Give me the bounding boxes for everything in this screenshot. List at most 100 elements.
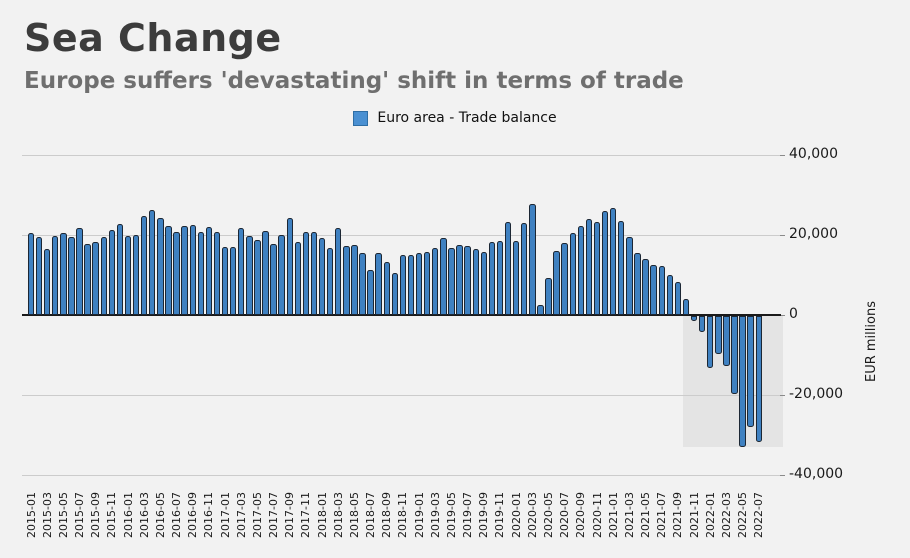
y-axis-title: EUR millions <box>864 301 879 382</box>
bar-2015-11 <box>108 229 116 315</box>
bar-2016-07 <box>173 231 180 315</box>
bar-2017-11 <box>302 231 310 315</box>
bar-2022-04 <box>731 316 738 394</box>
bar-2017-04 <box>246 235 253 315</box>
bar-2015-09 <box>92 241 99 315</box>
bar-2020-01 <box>512 240 520 315</box>
bar-2020-08 <box>569 233 576 315</box>
x-tick-label: 2020-03 <box>525 492 539 538</box>
x-tick-label: 2017-07 <box>267 492 281 538</box>
x-tick-label: 2017-03 <box>234 492 248 538</box>
bar-2019-07 <box>464 245 471 315</box>
bar-2021-02 <box>618 221 625 315</box>
x-tick-label: 2017-09 <box>283 492 297 538</box>
x-tick-label: 2021-09 <box>671 492 685 538</box>
x-tick-label: 2022-05 <box>736 492 750 538</box>
x-tick-label: 2015-01 <box>24 492 38 538</box>
bar-2016-02 <box>132 235 140 315</box>
bar-2022-01 <box>707 316 714 368</box>
bar-2016-08 <box>181 225 188 315</box>
bar-2018-06 <box>359 253 366 315</box>
x-tick-label: 2020-05 <box>542 492 555 538</box>
bar-2017-01 <box>221 247 229 315</box>
bar-2019-09 <box>480 252 487 315</box>
x-tick-label: 2022-01 <box>703 492 717 538</box>
bar-2019-05 <box>448 247 455 315</box>
bar-2020-12 <box>601 211 609 315</box>
bar-2019-02 <box>424 251 431 315</box>
x-tick-label: 2019-03 <box>428 492 442 538</box>
legend-swatch-icon <box>353 110 369 126</box>
bar-2018-01 <box>318 238 326 315</box>
bar-2019-06 <box>456 245 463 315</box>
x-tick-label: 2015-11 <box>105 492 119 538</box>
legend: Euro area - Trade balance <box>0 110 910 126</box>
bar-2019-04 <box>440 238 447 315</box>
bar-2017-12 <box>310 232 318 315</box>
bar-2015-06 <box>68 237 75 315</box>
x-tick-label: 2016-09 <box>186 492 200 538</box>
x-tick-label: 2015-05 <box>56 492 70 538</box>
x-tick-label: 2018-03 <box>331 492 345 538</box>
x-tick-label: 2019-07 <box>461 492 475 538</box>
x-tick-label: 2016-07 <box>170 492 184 538</box>
bar-2020-02 <box>521 222 528 315</box>
x-tick-label: 2021-11 <box>687 492 701 538</box>
bar-2020-05 <box>545 278 552 315</box>
bar-2021-06 <box>650 265 657 315</box>
bar-2017-07 <box>270 243 277 315</box>
bar-2021-03 <box>626 237 633 315</box>
bar-2021-01 <box>609 207 617 315</box>
bar-2018-10 <box>391 273 399 315</box>
x-tick-label: 2022-07 <box>752 492 766 538</box>
bar-2021-08 <box>666 275 673 315</box>
bar-2019-01 <box>415 253 423 315</box>
bar-2018-12 <box>407 255 415 315</box>
y-tick-mark <box>780 475 785 476</box>
bar-2016-09 <box>189 225 196 315</box>
y-tick-label: 0 <box>789 306 798 322</box>
y-tick-label: -20,000 <box>789 386 844 402</box>
bar-2021-12 <box>698 316 706 332</box>
bar-2016-05 <box>157 218 164 315</box>
bar-2019-12 <box>504 221 512 315</box>
page-subtitle: Europe suffers 'devastating' shift in te… <box>24 68 684 94</box>
x-tick-label: 2021-03 <box>622 492 636 538</box>
bar-2016-06 <box>165 225 172 315</box>
bar-2018-03 <box>335 227 342 315</box>
bar-2017-08 <box>278 235 285 315</box>
bar-2018-05 <box>351 245 358 315</box>
bar-2017-09 <box>286 218 293 315</box>
bar-2020-09 <box>577 225 585 315</box>
x-tick-label: 2015-09 <box>89 492 103 538</box>
bar-2020-07 <box>561 242 568 315</box>
x-tick-label: 2021-01 <box>606 492 620 538</box>
bar-2021-09 <box>674 282 682 315</box>
x-tick-label: 2020-09 <box>574 492 588 538</box>
y-tick-mark <box>780 395 785 396</box>
bar-2020-10 <box>585 219 593 315</box>
grid-line <box>22 395 781 396</box>
bar-2016-03 <box>141 216 148 315</box>
bar-2016-11 <box>205 227 213 315</box>
bar-2019-11 <box>496 240 504 315</box>
bar-2015-12 <box>116 223 124 315</box>
bar-2017-06 <box>262 231 269 315</box>
x-tick-label: 2018-11 <box>396 492 410 538</box>
bar-2017-10 <box>294 241 302 315</box>
y-tick-label: -40,000 <box>789 466 844 482</box>
bar-2022-05 <box>739 316 746 447</box>
bar-2018-02 <box>326 248 334 315</box>
page-title: Sea Change <box>24 16 282 60</box>
bar-2022-07 <box>755 316 762 442</box>
bar-2020-11 <box>593 221 601 315</box>
bar-2021-10 <box>682 298 690 315</box>
x-tick-label: 2015-07 <box>73 492 87 538</box>
bar-2017-05 <box>254 239 261 315</box>
bar-2022-03 <box>723 316 730 367</box>
bar-2021-07 <box>658 266 665 315</box>
bar-2015-04 <box>52 235 59 315</box>
y-tick-mark <box>780 155 785 156</box>
